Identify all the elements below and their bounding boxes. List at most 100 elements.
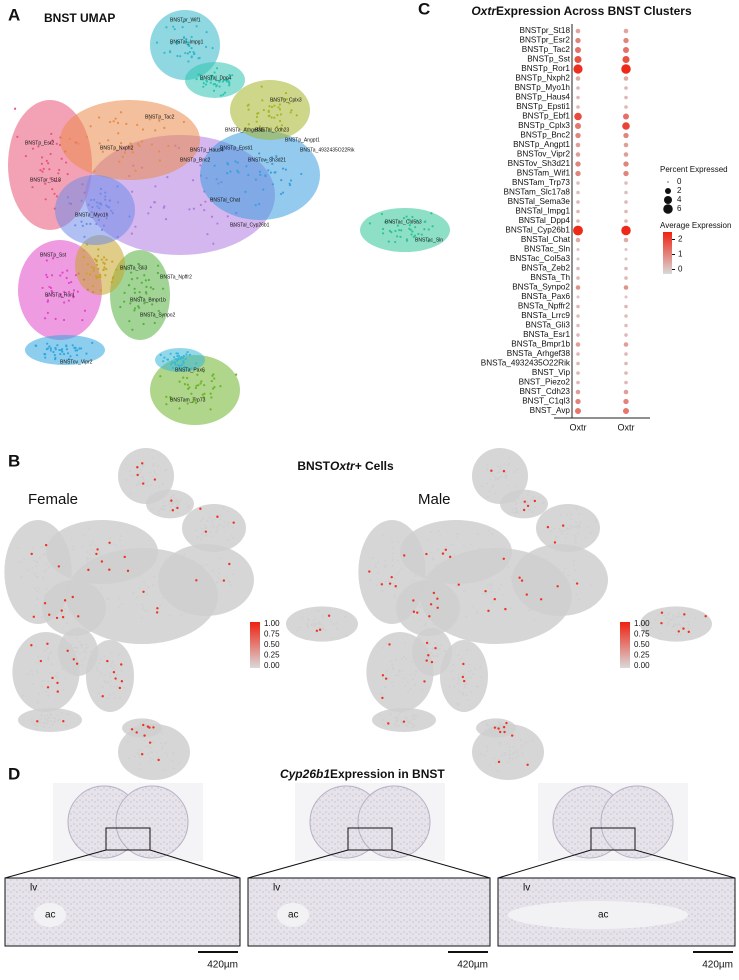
umap-cell — [186, 574, 189, 577]
umap-cluster — [360, 208, 450, 252]
umap-cell — [187, 506, 189, 509]
lv-label: lv — [30, 883, 37, 894]
umap-cell — [174, 358, 177, 361]
umap-cell — [232, 537, 235, 540]
umap-cell — [146, 609, 149, 612]
umap-cell — [66, 622, 69, 625]
umap-cell — [234, 373, 238, 376]
umap-cell — [51, 723, 54, 726]
dot — [575, 170, 581, 177]
oxtr-cell — [95, 552, 98, 556]
umap-cell — [262, 108, 265, 112]
dot — [624, 295, 628, 299]
umap-cell — [47, 720, 50, 723]
umap-cell — [125, 268, 128, 271]
oxtr-cell — [123, 555, 126, 559]
umap-cell — [445, 545, 448, 548]
scale-label: 420µm — [207, 960, 238, 971]
umap-cell — [428, 586, 431, 589]
umap-cluster — [46, 520, 158, 584]
umap-cell — [579, 521, 582, 524]
umap-cell — [674, 618, 676, 621]
umap-cell — [138, 749, 141, 752]
umap-cell — [567, 574, 570, 577]
umap-cell — [113, 697, 116, 700]
umap-cell — [408, 720, 411, 723]
umap-cell — [128, 320, 131, 323]
umap-cell — [408, 224, 411, 227]
umap-cell — [72, 603, 75, 606]
umap-cell — [272, 99, 275, 103]
umap-cell — [86, 263, 89, 266]
umap-cell — [53, 353, 56, 357]
umap-cell — [120, 669, 123, 672]
umap-cell — [44, 356, 47, 359]
umap-cell — [413, 715, 416, 718]
umap-cell — [315, 632, 318, 635]
umap-cell — [90, 655, 92, 658]
legend-title: Percent Expressed — [660, 165, 728, 174]
umap-cell — [226, 524, 229, 527]
umap-cell — [192, 559, 194, 562]
oxtr-cell — [63, 599, 67, 602]
panel-label: C — [418, 0, 430, 18]
umap-cell — [182, 20, 185, 23]
umap-cell — [98, 551, 101, 554]
dot — [624, 190, 628, 195]
umap-cell — [216, 222, 219, 225]
umap-cell — [436, 601, 439, 604]
umap-cell — [173, 356, 176, 359]
zoom-line — [149, 849, 241, 879]
umap-cell — [671, 625, 674, 628]
title-part: BNST — [297, 459, 330, 473]
oxtr-cell — [71, 595, 74, 599]
umap-cell — [210, 215, 214, 218]
umap-cell — [280, 192, 283, 196]
umap-cell — [226, 215, 229, 218]
umap-cell — [195, 25, 198, 28]
umap-cell — [490, 590, 493, 593]
umap-cell — [67, 654, 70, 657]
umap-cell — [443, 650, 446, 652]
oxtr-cell — [380, 583, 384, 586]
umap-cell — [423, 599, 426, 602]
umap-cell — [62, 606, 64, 608]
dot — [575, 152, 581, 157]
umap-cell — [88, 528, 91, 530]
umap-cell — [400, 720, 402, 723]
oxtr-cell — [148, 726, 151, 729]
umap-cell — [67, 603, 70, 606]
row-label: BNST_Piezo2 — [519, 378, 571, 387]
umap-cell — [561, 583, 564, 586]
umap-cell — [151, 551, 154, 554]
oxtr-cell — [77, 615, 80, 618]
oxtr-cell — [523, 500, 526, 503]
umap-cell — [395, 587, 398, 589]
umap-cell — [175, 42, 178, 46]
umap-cell — [129, 264, 132, 267]
umap-cell — [550, 530, 552, 533]
umap-cell — [50, 132, 53, 136]
cluster-label: BNSTp_Bnc2 — [180, 157, 211, 163]
umap-cell — [384, 220, 387, 224]
umap-cell — [141, 603, 144, 606]
umap-cell — [200, 538, 203, 541]
umap-cell — [226, 78, 230, 81]
umap-cell — [672, 614, 675, 617]
umap-cell — [344, 615, 347, 618]
umap-cell — [471, 605, 474, 608]
umap-cluster — [155, 348, 205, 372]
umap-cell — [171, 361, 174, 364]
umap-cell — [164, 469, 167, 472]
umap-cell — [100, 228, 104, 231]
umap-cell — [434, 661, 437, 664]
umap-cell — [201, 564, 204, 567]
umap-cell — [679, 633, 682, 636]
umap-cell — [501, 475, 503, 478]
cluster-label: BNSTp_Cplx3 — [270, 97, 302, 103]
umap-cell — [56, 676, 59, 679]
oxtr-cell — [510, 734, 514, 737]
umap-cell — [415, 669, 417, 672]
umap-cell — [140, 616, 143, 619]
umap-cell — [54, 674, 57, 677]
